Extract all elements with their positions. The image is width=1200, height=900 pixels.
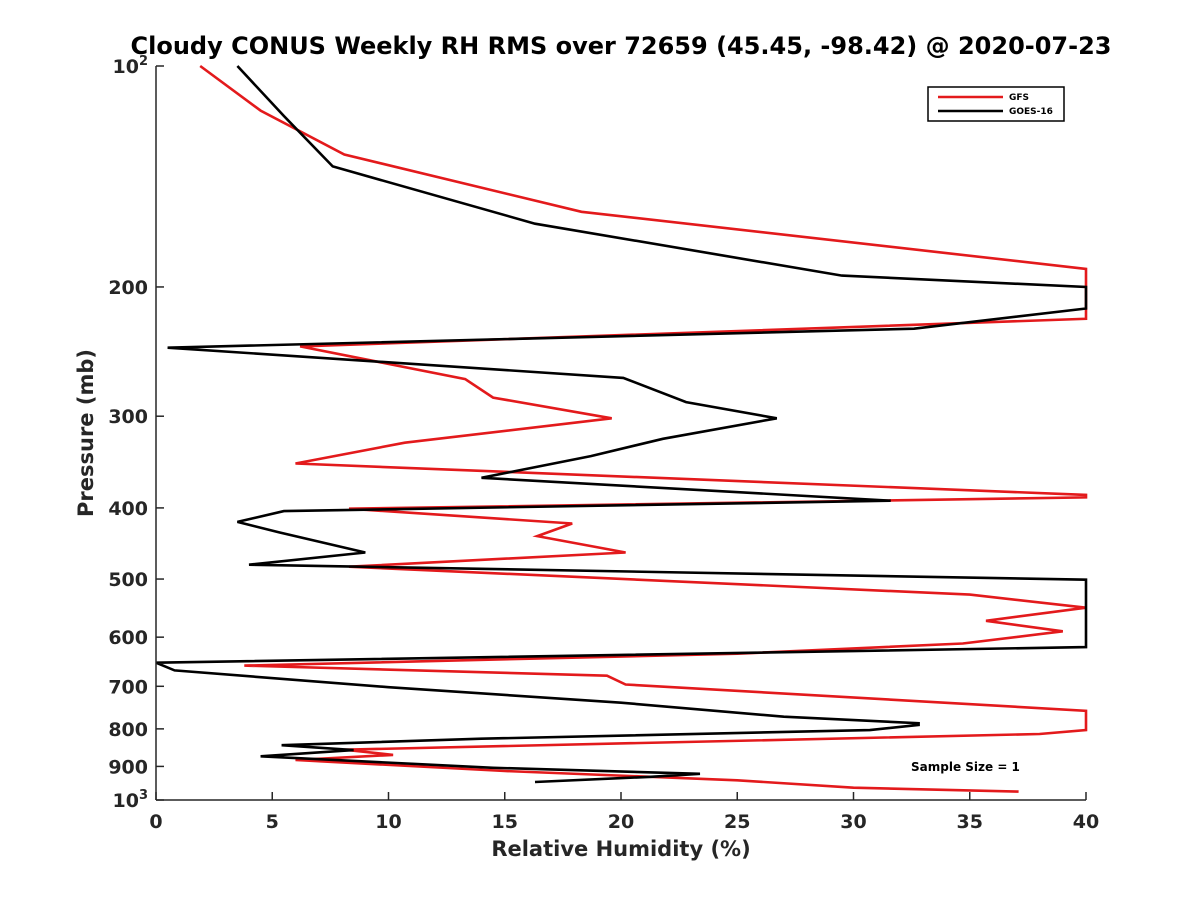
legend-label-gfs: GFS — [1009, 93, 1029, 103]
x-tick-label: 15 — [492, 811, 518, 833]
y-tick-exponent: 3 — [139, 788, 148, 803]
x-tick-label: 25 — [724, 811, 750, 833]
y-axis-label: Pressure (mb) — [74, 349, 98, 517]
x-tick-label: 5 — [266, 811, 279, 833]
x-tick-label: 40 — [1073, 811, 1099, 833]
y-tick-label: 500 — [108, 569, 148, 591]
y-tick-base: 10 — [113, 790, 139, 812]
x-tick-label: 20 — [608, 811, 634, 833]
legend: GFS GOES-16 — [927, 86, 1065, 122]
y-tick-label: 800 — [108, 719, 148, 741]
x-tick-label: 10 — [375, 811, 401, 833]
chart-title: Cloudy CONUS Weekly RH RMS over 72659 (4… — [131, 32, 1112, 60]
sample-size-annotation: Sample Size = 1 — [911, 760, 1020, 774]
y-tick-label: 700 — [108, 676, 148, 698]
y-tick-label: 900 — [108, 756, 148, 778]
y-tick-label: 300 — [108, 406, 148, 428]
x-tick-label: 35 — [957, 811, 983, 833]
y-tick-label: 200 — [108, 277, 148, 299]
plot-area — [156, 66, 1086, 800]
y-tick-base: 10 — [113, 56, 139, 78]
y-tick-label: 600 — [108, 627, 148, 649]
x-axis-ticks: 0 5 10 15 20 25 30 35 40 — [149, 792, 1099, 833]
series-line-gfs — [199, 64, 1088, 793]
series-layer — [155, 64, 1088, 793]
x-tick-label: 0 — [149, 811, 162, 833]
series-line-goes-16 — [155, 65, 1088, 784]
y-tick-label: 103 — [113, 788, 149, 812]
legend-label-goes16: GOES-16 — [1009, 107, 1053, 117]
legend-box — [927, 86, 1065, 122]
x-tick-label: 30 — [840, 811, 866, 833]
x-axis-label: Relative Humidity (%) — [491, 837, 750, 861]
y-tick-label: 102 — [113, 54, 149, 78]
y-tick-label: 400 — [108, 498, 148, 520]
y-tick-exponent: 2 — [139, 54, 148, 69]
